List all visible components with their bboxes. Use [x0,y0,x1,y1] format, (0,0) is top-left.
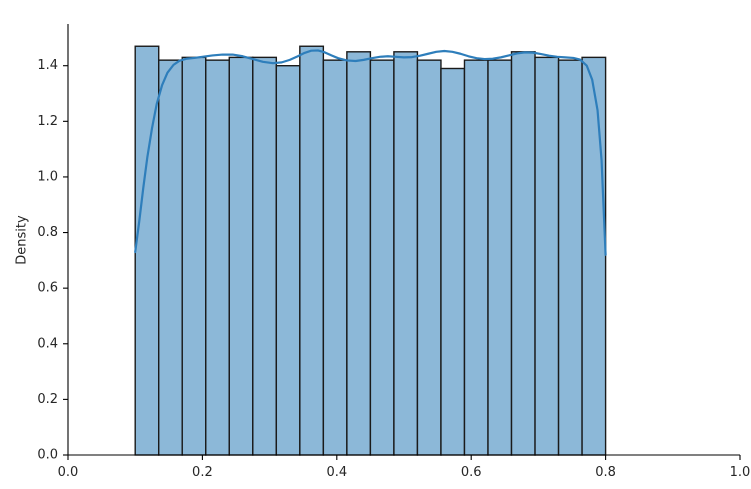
y-axis-label: Density [15,215,30,265]
x-axis-ticks: 0.0 0.2 0.4 0.6 0.8 1.0 [58,455,751,480]
histogram-bar [228,56,254,456]
histogram-bar [440,67,466,456]
y-tick-label: 0.8 [37,225,58,240]
x-tick-label: 0.8 [595,465,616,480]
x-tick-label: 0.2 [192,465,213,480]
y-tick-label: 0.4 [37,336,58,351]
x-tick-label: 0.4 [326,465,347,480]
histogram-bar [463,59,489,456]
kde-curve [134,49,607,256]
histogram-bar [510,51,536,456]
histogram-bar [557,59,583,456]
x-tick-label: 0.6 [461,465,482,480]
y-tick-label: 0.0 [37,448,58,463]
y-tick-label: 1.2 [37,114,58,129]
kde-line [134,49,607,256]
y-tick-label: 0.2 [37,392,58,407]
histogram-bar [322,59,348,456]
histogram-bar [181,56,207,456]
histogram-bar [393,51,419,456]
histogram-bar [369,59,395,456]
histogram-bar [416,59,442,456]
y-tick-label: 0.6 [37,281,58,296]
y-tick-label: 1.0 [37,169,58,184]
histogram-bar [299,45,325,456]
x-tick-label: 0.0 [58,465,79,480]
histogram-bar [205,59,230,456]
histogram-bar [487,59,513,456]
histogram-bar [275,65,301,456]
y-tick-label: 1.4 [37,58,58,73]
histogram-bar [581,56,607,456]
histogram-bar [252,56,278,456]
histogram-bars [134,45,607,456]
histogram-bar [346,51,372,456]
histogram-bar [534,56,560,456]
y-axis-ticks: 0.0 0.2 0.4 0.6 0.8 1.0 1.2 1.4 [37,58,68,463]
x-tick-label: 1.0 [730,465,751,480]
histogram-bar [158,59,183,456]
